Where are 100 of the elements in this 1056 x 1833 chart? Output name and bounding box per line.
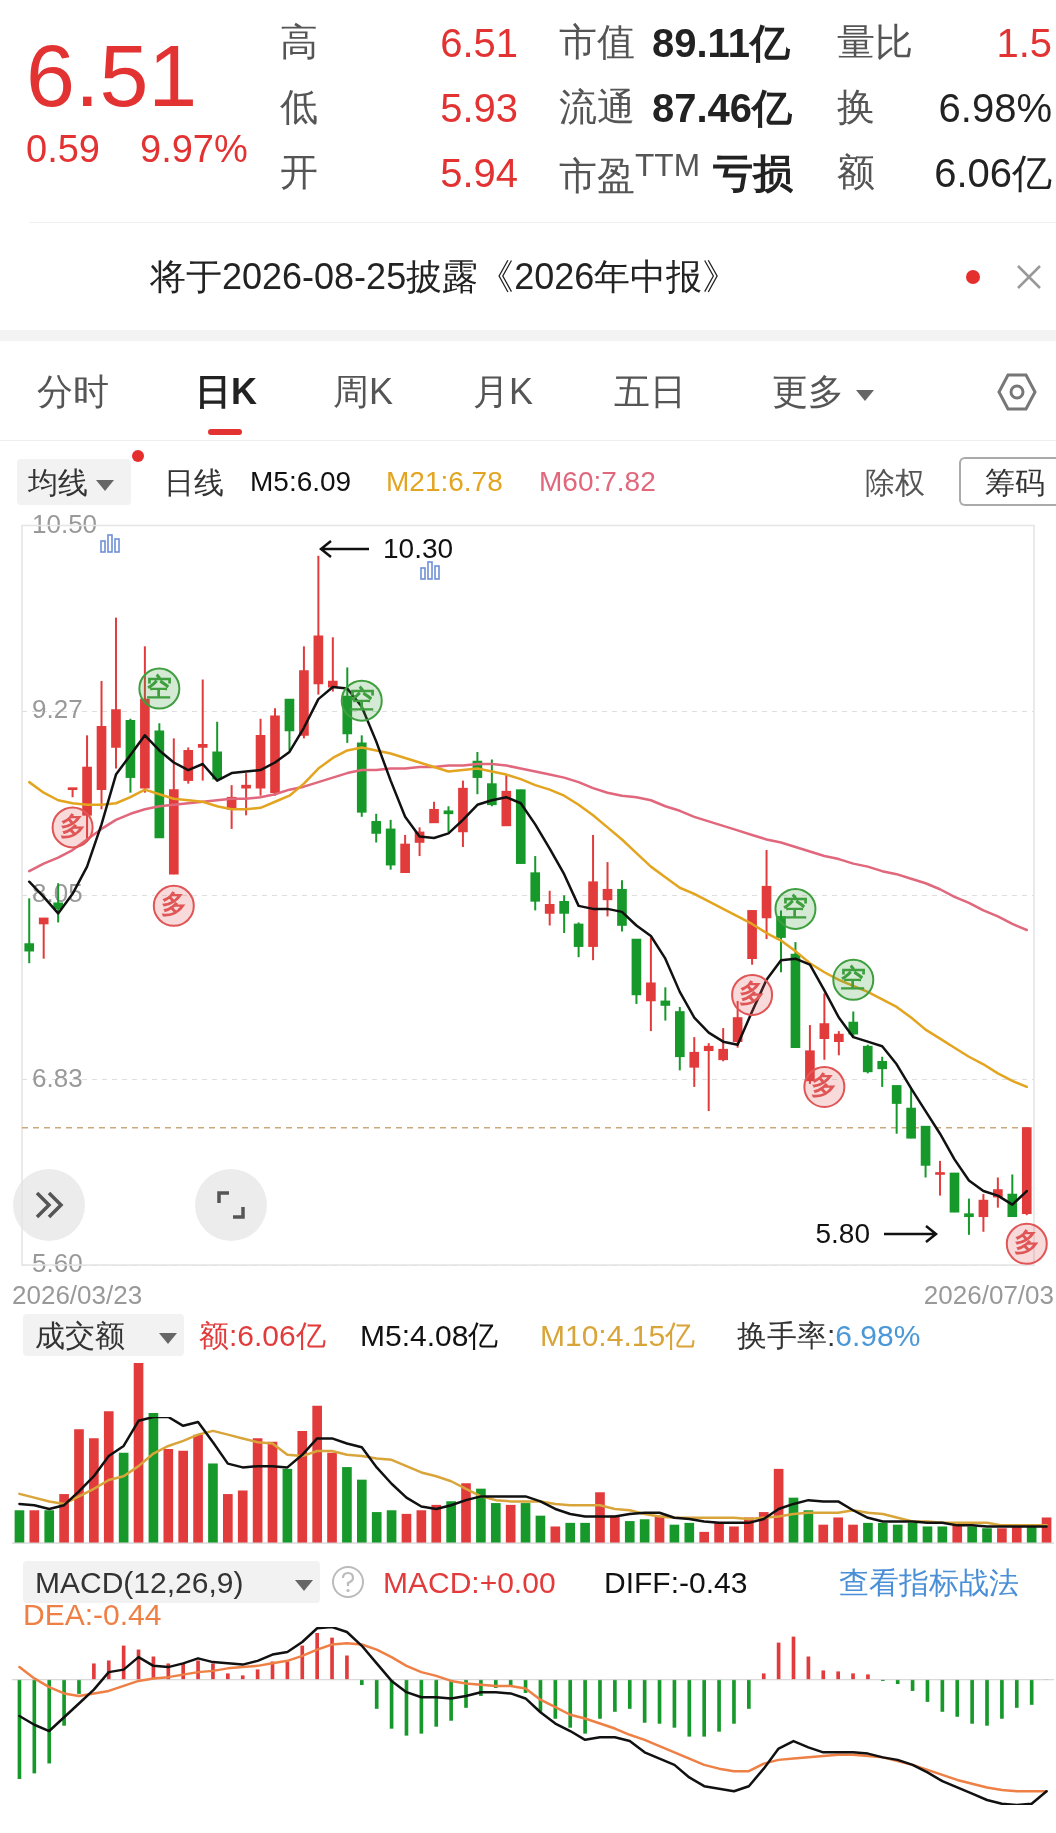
bar [982, 1528, 992, 1543]
series-label: 多 [1013, 1227, 1040, 1258]
bar [598, 1679, 602, 1719]
text: 1.5 [996, 21, 1052, 65]
bar [627, 1679, 632, 1709]
bar [103, 1411, 114, 1543]
text: M5:4.08亿 [360, 1318, 499, 1352]
bar [714, 1522, 724, 1543]
text: 换 [837, 86, 875, 129]
bar [520, 1503, 531, 1543]
text: M5:6.09 [250, 465, 352, 498]
bar [970, 1679, 974, 1724]
bar [937, 1526, 948, 1543]
candlestick [443, 805, 454, 833]
candlestick [718, 1027, 728, 1063]
text: 6.98% [938, 86, 1052, 130]
bar [371, 1512, 382, 1543]
text: 6.51 [440, 21, 518, 65]
bar [624, 1521, 635, 1543]
text: 开 [280, 151, 318, 194]
bar [922, 1526, 933, 1543]
bar [59, 1494, 69, 1543]
text: 日K [195, 371, 257, 413]
bar [729, 1526, 739, 1543]
candlestick [544, 889, 555, 927]
candlestick [819, 992, 830, 1061]
bar [550, 1526, 561, 1543]
candlestick [602, 861, 613, 918]
bar [610, 1515, 620, 1543]
bar [386, 1510, 397, 1543]
bar [431, 1504, 442, 1543]
bar [77, 1679, 81, 1694]
candlestick [703, 1042, 714, 1113]
bar [89, 1438, 99, 1543]
text: 额 [837, 151, 875, 194]
bar [312, 1405, 322, 1543]
bar [985, 1679, 989, 1726]
candlestick [877, 1055, 888, 1088]
bar [687, 1679, 692, 1737]
bar [44, 1510, 55, 1543]
bar [282, 1468, 293, 1543]
bar [892, 1524, 903, 1543]
bar [877, 1522, 888, 1543]
bar [1029, 1679, 1034, 1705]
text: 流通 [559, 86, 635, 129]
bar [345, 1655, 349, 1681]
text: 0.59 [26, 128, 100, 171]
bar [699, 1531, 710, 1543]
text: 低 [280, 86, 318, 129]
series-label: 空 [840, 962, 867, 993]
candlestick [197, 678, 208, 782]
text: 更多 [772, 371, 844, 413]
bar [702, 1679, 707, 1737]
bar [92, 1663, 96, 1681]
text: 2026/07/03 [923, 1279, 1054, 1310]
text: MACD:+0.00 [383, 1565, 556, 1599]
text: 高 [280, 21, 318, 64]
bar [163, 1449, 174, 1543]
text: 5.94 [440, 151, 518, 195]
series-label: 额:6.06亿 [199, 1318, 326, 1352]
text: 查看指标战法 [839, 1565, 1019, 1599]
bar [342, 1467, 352, 1543]
candlestick [573, 921, 584, 959]
bar [747, 1679, 751, 1709]
bar [580, 1522, 590, 1543]
text: 市盈$^{TTM}$ [559, 146, 701, 199]
bar [315, 1633, 319, 1681]
bar [416, 1510, 427, 1543]
text: 多 [160, 889, 187, 920]
bar [193, 1434, 203, 1543]
candlestick [935, 1159, 945, 1197]
text: 五日 [614, 371, 686, 413]
y-tick-label: 5.60 [32, 1248, 83, 1279]
text: 多 [59, 810, 86, 841]
text: 空 [146, 671, 173, 702]
y-tick-label: 6.83 [32, 1062, 83, 1093]
candlestick [964, 1197, 974, 1236]
bar [490, 1503, 501, 1543]
text: 市值 [559, 21, 635, 64]
text: 除权 [865, 465, 925, 499]
text: DIFF:-0.43 [604, 1565, 748, 1599]
bar [997, 1528, 1007, 1543]
bar [568, 1679, 573, 1728]
bar [967, 1526, 977, 1543]
bar [639, 1519, 650, 1543]
bar [330, 1637, 334, 1681]
text: 日线 [164, 465, 224, 499]
bar [434, 1679, 439, 1727]
candlestick [371, 812, 382, 844]
bar [208, 1463, 218, 1543]
bar [237, 1490, 248, 1543]
annotation: 5.80 [815, 1217, 870, 1250]
text: 89.11亿 [652, 21, 790, 65]
text: 量比 [837, 21, 913, 64]
text: 6.06亿 [934, 151, 1052, 195]
bar [684, 1522, 695, 1543]
candlestick [38, 916, 49, 960]
bar [374, 1679, 379, 1709]
bar [297, 1431, 308, 1543]
bar [327, 1452, 337, 1543]
